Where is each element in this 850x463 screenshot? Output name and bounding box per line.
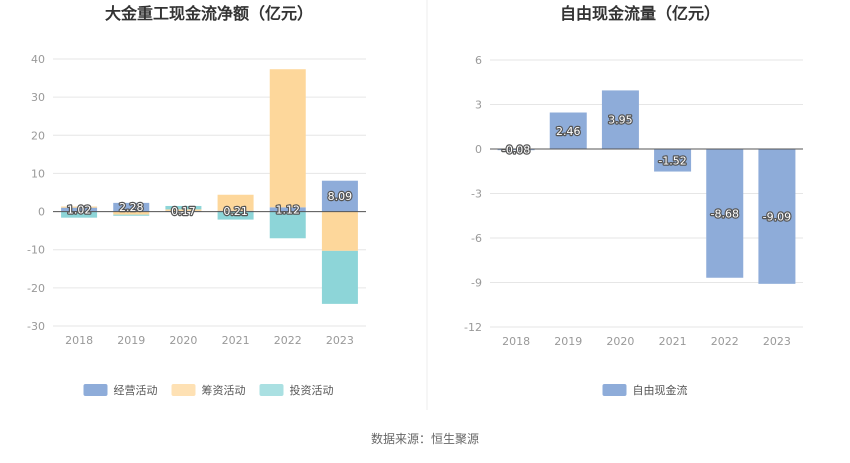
bar-自由现金流	[706, 149, 744, 278]
x-tick-label: 2021	[659, 335, 687, 348]
data-label: 2.46	[556, 125, 581, 138]
chart-title: 大金重工现金流净额（亿元）	[105, 4, 313, 23]
data-label: -8.68	[711, 207, 739, 220]
x-tick-label: 2022	[274, 334, 302, 347]
bar-筹资活动	[113, 211, 150, 215]
y-tick-label: -20	[27, 282, 45, 295]
legend-swatch	[259, 384, 284, 396]
y-tick-label: 6	[475, 54, 482, 67]
bar-自由现金流	[601, 90, 639, 149]
bar-经营活动	[321, 180, 358, 212]
y-tick-label: -12	[464, 321, 482, 334]
bar-筹资活动	[321, 211, 358, 251]
legend-label: 经营活动	[114, 383, 158, 397]
y-tick-label: 40	[31, 53, 45, 66]
data-label: -0.08	[502, 144, 530, 157]
x-tick-label: 2020	[169, 334, 197, 347]
bar-筹资活动	[61, 206, 98, 208]
y-tick-label: 30	[31, 91, 45, 104]
x-tick-label: 2021	[222, 334, 250, 347]
data-label: 3.95	[608, 114, 633, 127]
x-tick-label: 2019	[554, 335, 582, 348]
source-note: 数据来源：恒生聚源	[371, 431, 479, 446]
bar-经营活动	[113, 202, 150, 212]
data-label: 0.21	[223, 205, 248, 218]
bar-筹资活动	[217, 194, 254, 211]
x-tick-label: 2022	[711, 335, 739, 348]
y-tick-label: -30	[27, 320, 45, 333]
bar-经营活动	[269, 207, 306, 212]
y-tick-label: 20	[31, 129, 45, 142]
data-label: 0.17	[171, 205, 196, 218]
bar-投资活动	[269, 211, 306, 239]
bar-自由现金流	[758, 149, 796, 284]
y-tick-label: 10	[31, 167, 45, 180]
y-tick-label: -6	[471, 232, 482, 245]
bar-投资活动	[113, 214, 150, 216]
y-tick-label: 0	[38, 206, 45, 219]
y-tick-label: -9	[471, 277, 482, 290]
bar-投资活动	[61, 211, 98, 218]
data-label: 2.28	[119, 201, 144, 214]
legend-label: 投资活动	[290, 383, 334, 397]
data-label: 1.02	[67, 204, 92, 217]
bar-投资活动	[165, 205, 202, 210]
y-tick-label: -3	[471, 188, 482, 201]
legend-swatch	[171, 384, 196, 396]
bar-自由现金流	[654, 149, 692, 172]
x-tick-label: 2020	[606, 335, 634, 348]
bar-筹资活动	[269, 69, 306, 208]
bar-自由现金流	[549, 112, 587, 149]
bar-自由现金流	[497, 149, 535, 151]
x-tick-label: 2023	[763, 335, 791, 348]
legend-swatch	[83, 384, 108, 396]
bar-经营活动	[61, 207, 98, 212]
legend-swatch	[602, 384, 627, 396]
data-label: 8.09	[328, 190, 353, 203]
legend-label: 自由现金流	[633, 383, 688, 397]
chart-title: 自由现金流量（亿元）	[560, 4, 720, 23]
y-tick-label: -10	[27, 244, 45, 257]
x-tick-label: 2018	[502, 335, 530, 348]
x-tick-label: 2019	[117, 334, 145, 347]
y-tick-label: 0	[475, 143, 482, 156]
bar-筹资活动	[165, 209, 202, 211]
y-tick-label: 3	[475, 99, 482, 112]
data-label: -9.09	[763, 210, 791, 223]
bar-投资活动	[321, 250, 358, 304]
bar-投资活动	[217, 211, 254, 220]
x-tick-label: 2018	[65, 334, 93, 347]
legend-label: 筹资活动	[202, 383, 246, 397]
x-tick-label: 2023	[326, 334, 354, 347]
data-label: -1.52	[658, 154, 686, 167]
data-label: 1.12	[276, 203, 301, 216]
